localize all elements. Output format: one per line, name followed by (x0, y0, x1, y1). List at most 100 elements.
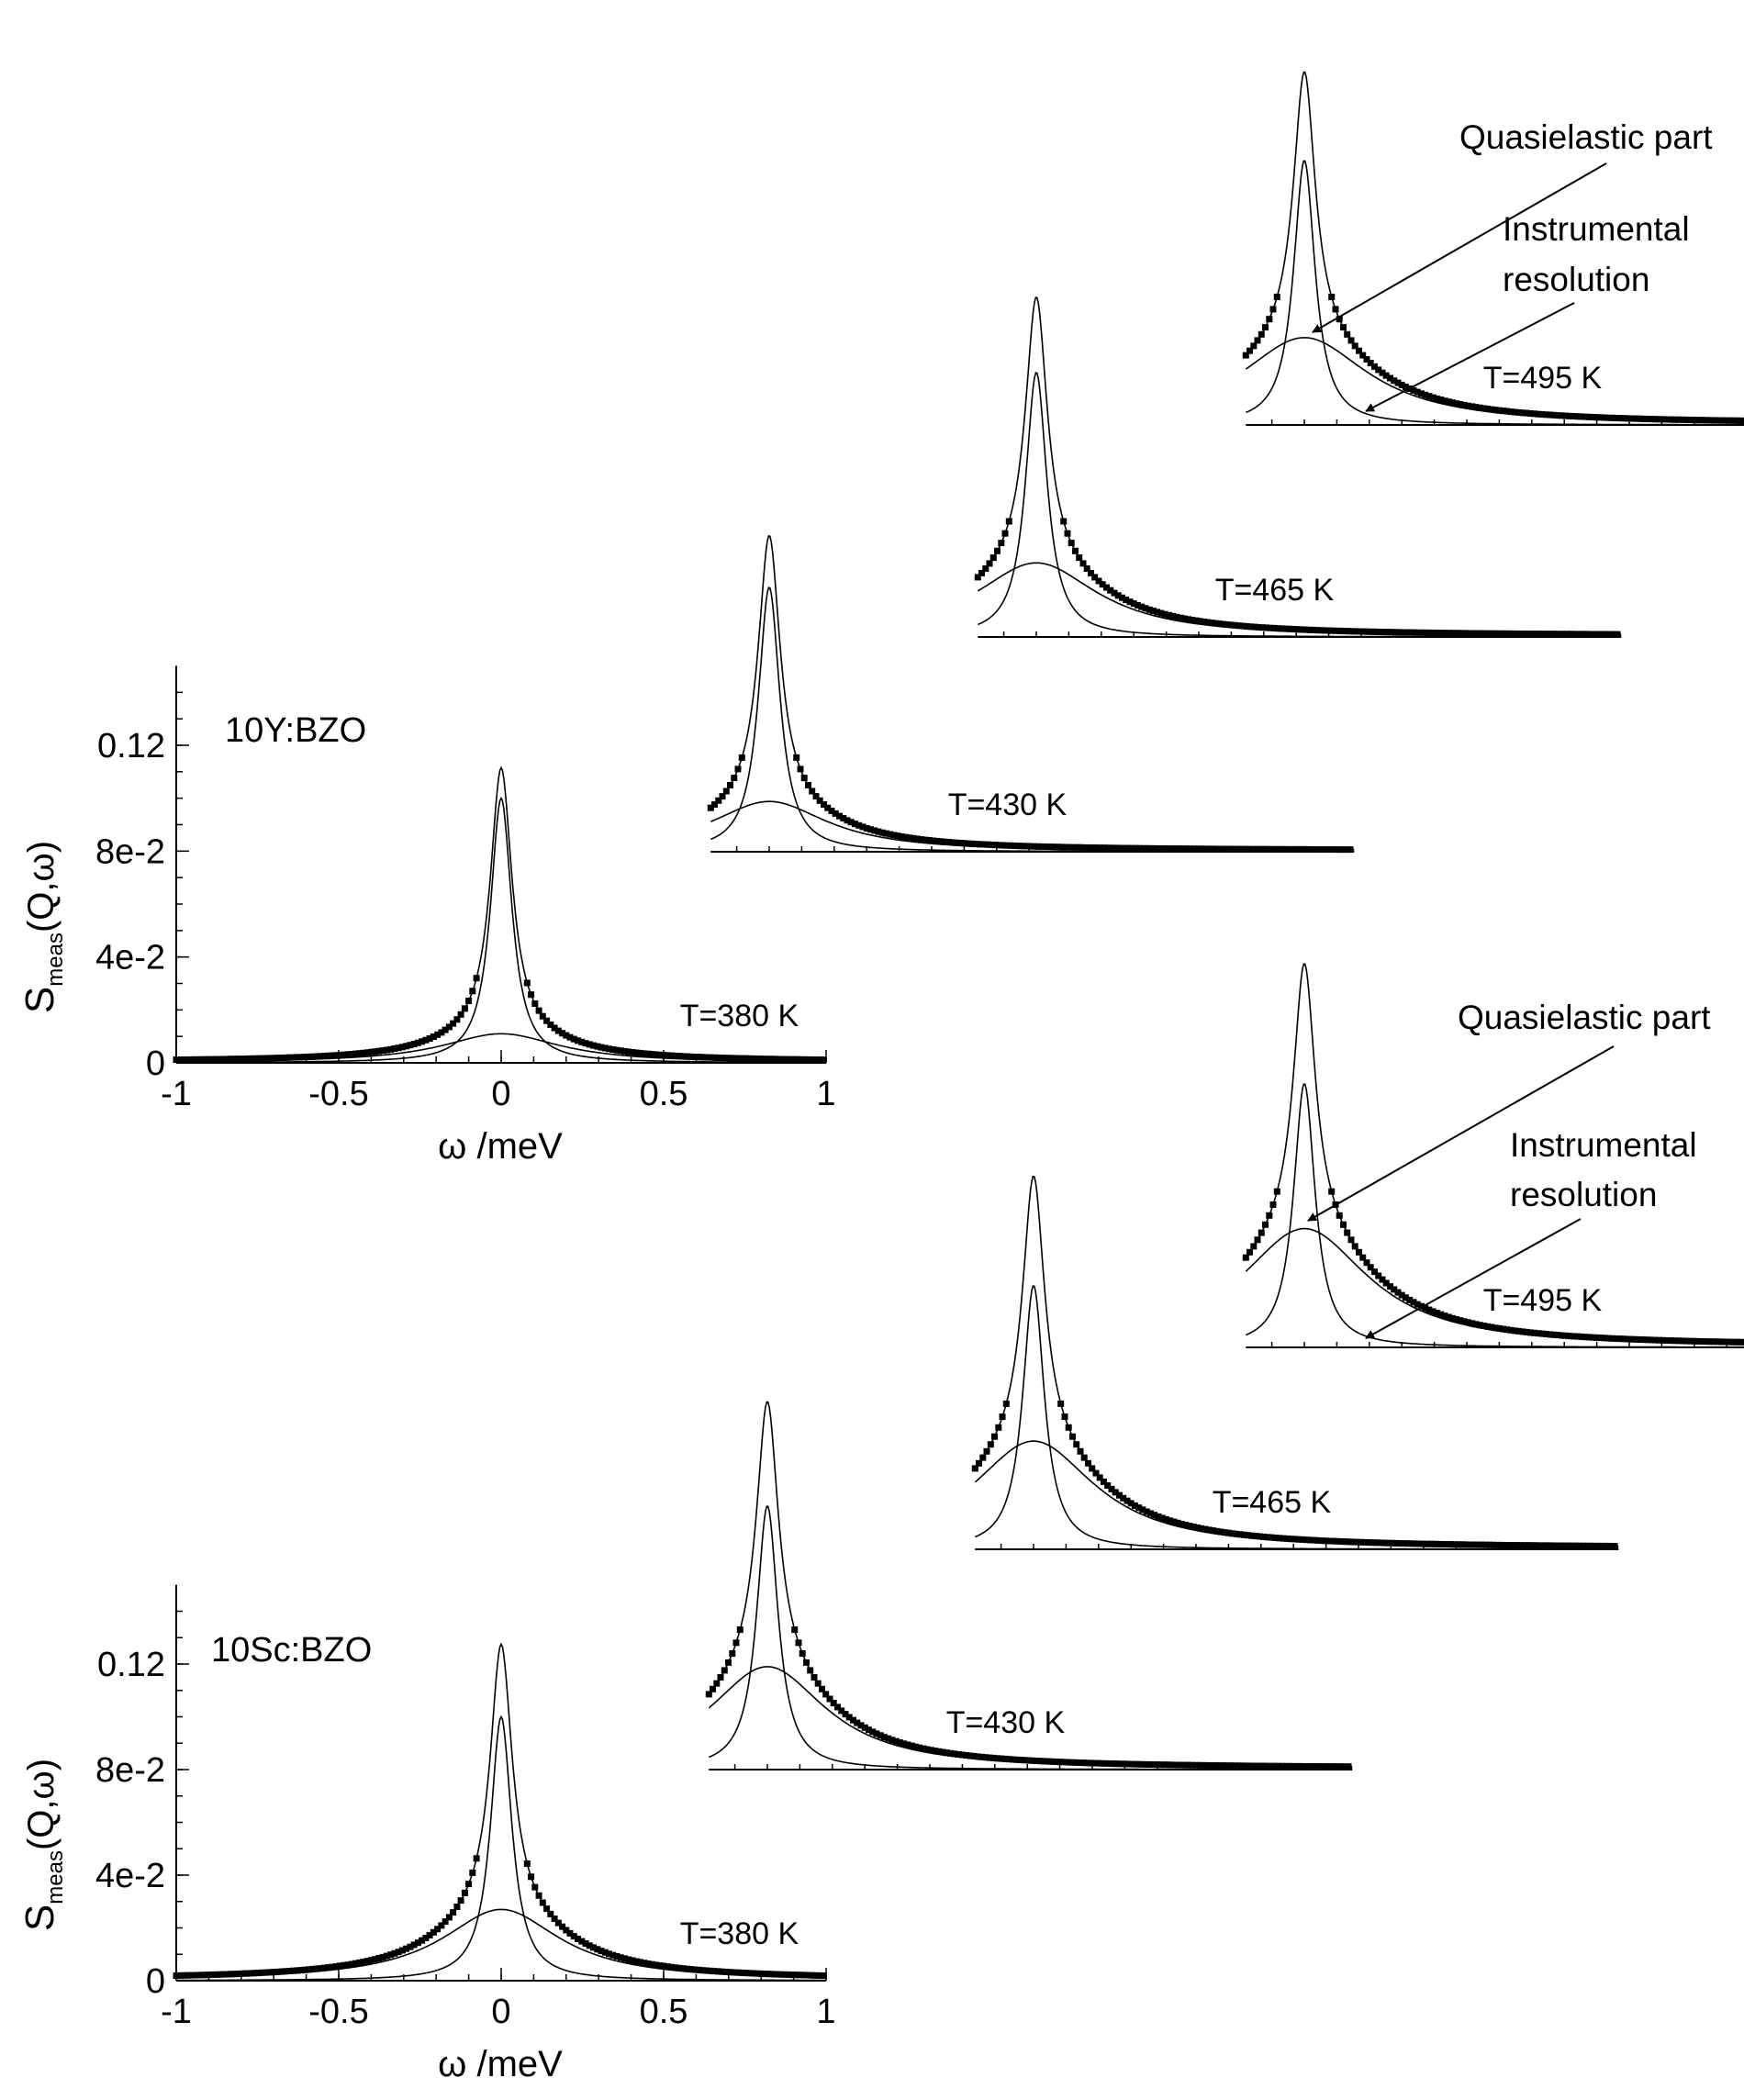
data-point (1300, 845, 1307, 853)
data-point (1566, 412, 1573, 419)
data-point (1508, 630, 1515, 637)
data-point (313, 1053, 320, 1060)
data-point (1375, 1272, 1382, 1279)
data-point (705, 1691, 712, 1698)
data-point (1321, 627, 1328, 634)
data-point (1375, 366, 1382, 374)
data-point (1002, 1400, 1010, 1407)
data-point (1632, 415, 1639, 422)
data-point (1274, 625, 1281, 632)
data-point (235, 1056, 242, 1063)
y-axis-title: Smeas(Q,ω) (17, 841, 68, 1013)
data-point (820, 1056, 827, 1064)
data-point (1562, 1332, 1570, 1339)
data-point (586, 1041, 593, 1048)
data-point (1099, 1759, 1106, 1767)
data-point (875, 828, 882, 835)
data-point (1099, 581, 1106, 588)
data-point (1358, 1538, 1365, 1546)
data-point (1091, 574, 1099, 581)
data-point (278, 1968, 285, 1975)
data-point (900, 1740, 908, 1748)
data-point (1147, 844, 1155, 852)
data-point (695, 1054, 702, 1061)
data-point (795, 1639, 802, 1647)
data-point (1354, 1538, 1361, 1546)
data-point (1224, 621, 1231, 628)
data-point (442, 1918, 449, 1926)
data-point (1295, 1536, 1302, 1543)
data-point (1089, 1465, 1096, 1472)
data-point (1593, 1334, 1601, 1341)
data-point (1476, 404, 1483, 411)
data-point (259, 1055, 265, 1062)
data-point (1385, 1539, 1392, 1547)
data-point (1227, 621, 1235, 629)
data-point (1497, 630, 1504, 637)
data-point (575, 1037, 581, 1044)
data-point (1523, 1328, 1530, 1335)
data-point (438, 1029, 445, 1036)
data-point (1266, 1212, 1273, 1219)
data-point (820, 1972, 827, 1979)
data-point (341, 1051, 348, 1058)
data-point (383, 1046, 390, 1054)
data-point (1310, 1763, 1317, 1770)
data-point (1469, 403, 1476, 410)
data-point (1194, 845, 1202, 853)
data-point (461, 1889, 468, 1896)
data-point (769, 1056, 777, 1063)
data-point (1299, 1536, 1306, 1543)
y-axis-title-tail: (Q,ω) (21, 1759, 61, 1850)
data-point (1568, 1542, 1575, 1549)
data-point (1722, 1338, 1729, 1346)
sample-label: 10Y:BZO (225, 711, 366, 750)
data-point (1516, 631, 1524, 637)
data-point (731, 1055, 737, 1062)
data-point (1308, 846, 1314, 853)
data-point (539, 1899, 546, 1906)
data-point (1159, 845, 1167, 852)
data-point (1679, 1337, 1686, 1345)
data-point (742, 1970, 749, 1977)
data-point (1687, 417, 1694, 423)
data-point (578, 1938, 586, 1945)
data-point (656, 1051, 664, 1058)
data-point (332, 1052, 340, 1059)
data-point (1498, 1541, 1505, 1548)
data-point (1177, 1761, 1184, 1769)
data-point (976, 841, 983, 848)
data-point (857, 1722, 865, 1729)
data-point (967, 1752, 974, 1759)
data-point (1395, 629, 1403, 636)
data-point (1595, 1542, 1603, 1549)
data-point (1127, 1500, 1135, 1507)
data-point (1610, 631, 1617, 638)
data-point (987, 1441, 994, 1448)
data-point (1247, 347, 1253, 354)
data-point (1271, 1535, 1279, 1541)
data-point (1470, 1541, 1478, 1548)
data-point (419, 1937, 426, 1944)
data-point (1513, 630, 1519, 637)
data-point (301, 1966, 308, 1973)
data-point (1368, 628, 1375, 635)
data-point (1116, 1491, 1123, 1499)
data-point (391, 1949, 398, 1957)
series-4: T=495 K (1242, 963, 1744, 1348)
data-point (1538, 411, 1546, 418)
data-point (387, 1045, 395, 1053)
data-point (1526, 410, 1534, 417)
data-point (216, 1971, 223, 1978)
data-point (989, 554, 997, 562)
data-point (797, 1972, 804, 1979)
data-point (822, 1691, 830, 1698)
data-point (1510, 1542, 1516, 1549)
data-point (699, 1054, 706, 1061)
data-point (1423, 629, 1430, 636)
data-point (1339, 846, 1346, 854)
data-point (1023, 843, 1030, 850)
data-point (994, 547, 1001, 554)
data-point (1601, 1335, 1608, 1342)
y-tick-label: 0.12 (97, 727, 165, 765)
